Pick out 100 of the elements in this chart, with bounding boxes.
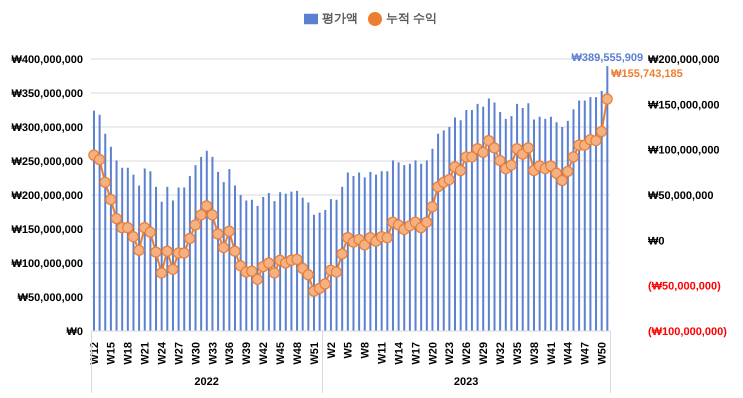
bar	[550, 116, 552, 331]
bar	[437, 134, 440, 331]
y2-tick-label: ₩200,000,000	[648, 54, 720, 66]
bar	[183, 188, 186, 331]
x-tick-label: W32	[494, 342, 507, 365]
bar	[403, 165, 406, 331]
text: 2022	[193, 376, 220, 388]
bar	[414, 160, 417, 331]
bar	[544, 118, 546, 331]
bar	[482, 106, 484, 331]
y2-tick-label: ₩100,000,000	[648, 144, 720, 157]
bar	[188, 176, 191, 331]
y2-tick-label: ₩150,000,000	[648, 99, 720, 112]
x-tick-label: W17	[410, 342, 422, 365]
bar	[420, 164, 422, 331]
bar	[352, 176, 354, 331]
y2-tick-label: ₩0	[648, 235, 664, 248]
bar	[566, 120, 569, 331]
legend-label: 누적 수익	[386, 11, 438, 25]
bar	[561, 127, 564, 331]
bar	[262, 197, 264, 331]
bar	[556, 122, 558, 331]
x-tick-label: W24	[156, 341, 169, 365]
y-tick-label: ₩350,000,000	[11, 88, 83, 100]
x-tick-label: W8	[360, 342, 372, 358]
y-tick-label: ₩0	[66, 326, 83, 338]
x-tick-label: W50	[596, 342, 609, 365]
y-tick-label: ₩200,000,000	[11, 190, 83, 202]
x-tick-label: W45	[274, 342, 287, 365]
bar	[408, 164, 411, 331]
x-tick-label: W41	[546, 342, 558, 365]
x-tick-label: W48	[292, 342, 304, 365]
bar	[375, 174, 378, 331]
bar	[200, 156, 202, 331]
bar	[516, 104, 518, 331]
bar	[228, 169, 230, 331]
bar	[527, 103, 530, 331]
y2-tick-label: ₩50,000,000	[648, 190, 714, 202]
data-label: ₩389,555,909	[572, 52, 644, 64]
y-tick-label: ₩50,000,000	[18, 292, 83, 304]
x-tick-label: W44	[562, 341, 575, 365]
x-tick-label: W14	[393, 341, 406, 365]
bar	[290, 192, 292, 331]
bar	[386, 171, 388, 331]
bar	[470, 110, 473, 331]
bar	[206, 150, 208, 331]
y2-tick-label: (₩50,000,000)	[648, 280, 722, 293]
bar	[442, 130, 445, 331]
x-tick-label: W15	[106, 342, 118, 365]
bar	[584, 100, 586, 331]
x-tick-label: W29	[478, 342, 490, 365]
y-tick-label: ₩250,000,000	[11, 156, 83, 168]
y-tick-label: ₩100,000,000	[11, 258, 83, 270]
bar	[589, 97, 592, 331]
bar	[346, 172, 349, 331]
x-tick-label: W51	[308, 342, 321, 365]
y-tick-label: ₩150,000,000	[11, 224, 83, 236]
x-tick-label: W11	[376, 342, 389, 364]
bar	[104, 134, 106, 331]
y-tick-label: ₩400,000,000	[11, 54, 83, 66]
x-tick-label: W39	[241, 342, 254, 365]
bar	[600, 90, 603, 331]
bar	[318, 212, 321, 331]
bar	[92, 110, 95, 331]
x-tick-label: W36	[224, 342, 236, 365]
bar	[392, 160, 394, 331]
x-tick-label: W47	[580, 342, 592, 365]
bar	[279, 192, 282, 331]
bar	[284, 194, 287, 331]
bar	[358, 172, 360, 331]
x-tick-label: W2	[326, 342, 338, 358]
x-tick-label: W18	[122, 342, 135, 365]
y-tick-label: ₩300,000,000	[11, 122, 83, 134]
bar	[454, 117, 456, 331]
bar	[110, 146, 112, 331]
x-tick-label: W30	[190, 342, 202, 365]
bar	[476, 104, 479, 331]
bar	[606, 66, 608, 331]
x-tick-label: W33	[207, 342, 220, 365]
bar	[538, 116, 541, 331]
bar	[330, 199, 332, 331]
x-tick-label: W26	[461, 342, 474, 365]
bar	[426, 160, 428, 331]
bar	[149, 171, 152, 331]
bar	[448, 127, 450, 331]
x-tick-label: W42	[258, 342, 270, 365]
bar	[364, 177, 366, 331]
bar	[369, 172, 372, 331]
x-tick-label: W20	[427, 342, 440, 365]
y2-tick-label: (₩100,000,000)	[648, 326, 728, 338]
x-tick-label: W21	[140, 342, 152, 365]
text: 2023	[452, 376, 480, 388]
bar	[532, 120, 535, 331]
bar	[132, 174, 134, 331]
bar	[488, 98, 490, 331]
legend-label: 평가액	[322, 11, 358, 25]
x-tick-label: W5	[342, 342, 355, 358]
bar	[595, 97, 598, 331]
bar	[431, 148, 434, 331]
data-label: ₩155,743,185	[611, 68, 683, 80]
